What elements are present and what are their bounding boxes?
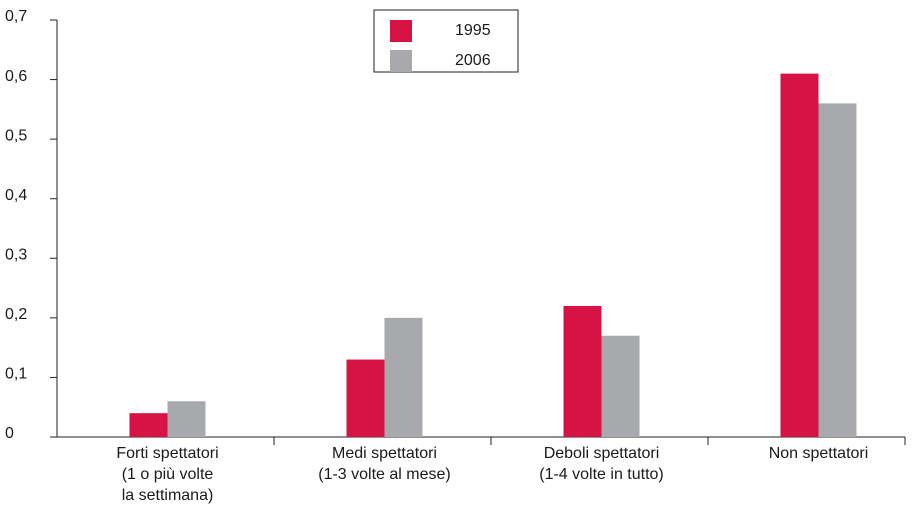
y-tick-label: 0,2 xyxy=(5,306,27,323)
y-tick-label: 0,7 xyxy=(5,8,27,25)
y-tick-label: 0,1 xyxy=(5,366,27,383)
y-tick-label: 0,4 xyxy=(5,187,27,204)
y-tick-label: 0 xyxy=(5,425,14,442)
legend-swatch xyxy=(390,20,412,42)
x-tick-label: Forti spettatori (1 o più volte la setti… xyxy=(116,445,219,504)
y-tick-label: 0,3 xyxy=(5,247,27,264)
y-tick-label: 0,5 xyxy=(5,127,27,144)
legend-label: 2006 xyxy=(455,52,491,69)
legend-swatch xyxy=(390,50,412,72)
bar xyxy=(384,317,423,437)
x-tick-label: Medi spettatori (1-3 volte al mese) xyxy=(318,445,451,483)
legend-label: 1995 xyxy=(455,22,491,39)
bar xyxy=(601,335,640,437)
bar xyxy=(346,359,385,437)
bar xyxy=(129,413,168,437)
bar xyxy=(818,103,857,438)
y-tick-label: 0,6 xyxy=(5,68,27,85)
bar xyxy=(780,73,819,437)
bar xyxy=(563,305,602,437)
bar xyxy=(167,401,206,437)
x-tick-label: Deboli spettatori (1-4 volte in tutto) xyxy=(539,445,664,483)
x-tick-label: Non spettatori xyxy=(768,445,869,462)
